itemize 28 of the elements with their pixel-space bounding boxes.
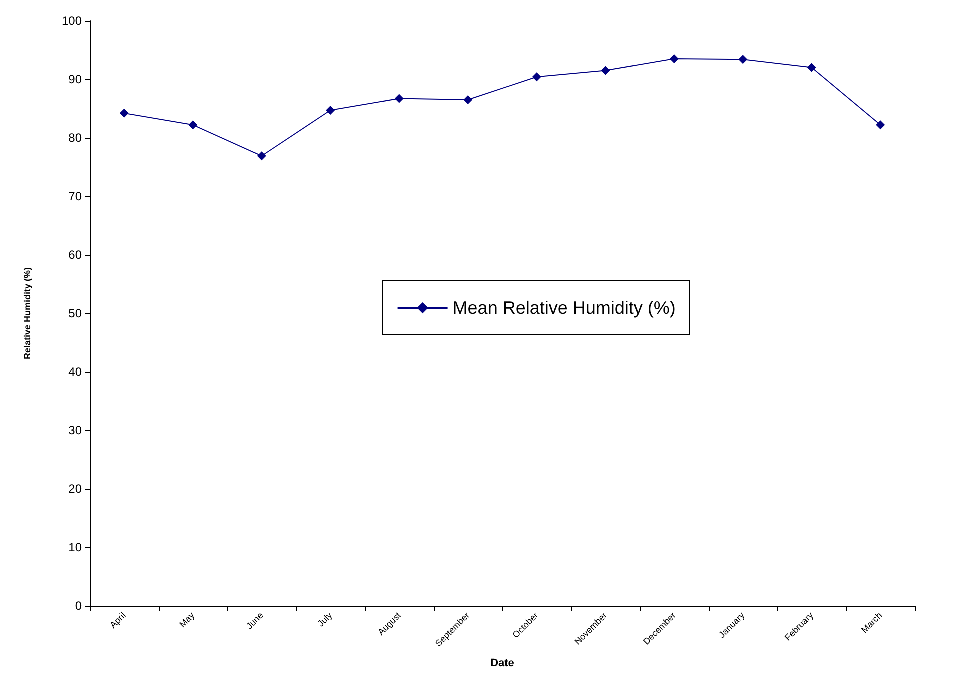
y-tick-label: 60: [68, 248, 82, 262]
y-tick-label: 50: [68, 306, 82, 320]
point: [257, 152, 266, 161]
y-tick-label: 90: [68, 72, 82, 86]
y-tick-label: 10: [68, 540, 82, 554]
y-tick-label: 30: [68, 424, 82, 438]
point: [807, 63, 816, 72]
y-axis-title: Relative Humidity (%): [22, 267, 32, 360]
x-tick-label: July: [316, 610, 335, 629]
point: [326, 106, 336, 116]
y-tick-label: 40: [68, 365, 82, 379]
y-tick-label: 20: [68, 482, 82, 496]
point: [464, 95, 473, 104]
legend-label: Mean Relative Humidity (%): [452, 298, 676, 318]
point: [120, 108, 129, 118]
y-tick-label: 70: [68, 190, 82, 204]
point: [188, 120, 198, 130]
point: [601, 66, 610, 76]
y-tick-label: 0: [75, 599, 82, 613]
point: [394, 94, 404, 104]
point: [670, 54, 679, 64]
y-tick-label: 100: [62, 14, 82, 28]
point: [738, 55, 748, 64]
x-axis-title: Date: [490, 658, 514, 670]
x-tick-label: May: [178, 610, 198, 630]
point: [876, 120, 886, 130]
y-tick-label: 80: [68, 131, 82, 145]
point: [532, 72, 542, 82]
